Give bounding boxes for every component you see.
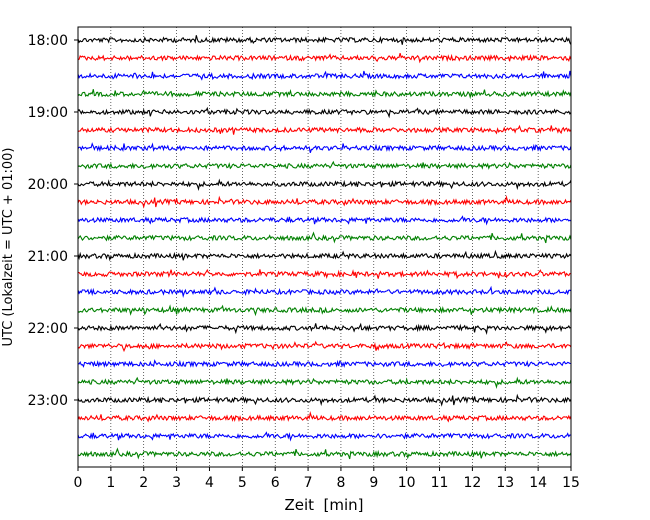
trace-line <box>77 124 572 135</box>
x-tick-label: 2 <box>139 475 148 491</box>
seismogram-traces <box>77 35 572 460</box>
x-tick-label: 3 <box>172 475 181 491</box>
trace-line <box>77 35 572 45</box>
plot-frame <box>77 26 572 468</box>
trace-line <box>77 160 572 171</box>
x-tick-label: 12 <box>463 475 481 491</box>
y-axis-ticks: 18:00 19:00 20:00 21:00 22:00 23:00 <box>28 33 78 409</box>
trace-line <box>77 52 572 64</box>
trace-line <box>77 447 572 460</box>
x-tick-label: 14 <box>529 475 547 491</box>
x-tick-label: 13 <box>496 475 514 491</box>
y-tick-label: 21:00 <box>28 249 68 265</box>
x-tick-label: 10 <box>398 475 416 491</box>
trace-line <box>77 322 572 335</box>
trace-line <box>77 215 572 226</box>
trace-line <box>77 249 572 262</box>
x-tick-label: 8 <box>336 475 345 491</box>
trace-line <box>77 142 572 153</box>
trace-line <box>77 359 571 369</box>
trace-line <box>77 376 572 389</box>
trace-line <box>77 431 572 442</box>
trace-line <box>77 393 572 407</box>
trace-line <box>77 231 572 244</box>
trace-line <box>77 411 572 423</box>
trace-line <box>77 285 572 299</box>
y-tick-label: 22:00 <box>28 321 68 337</box>
x-tick-label: 5 <box>238 475 247 491</box>
x-tick-label: 11 <box>431 475 449 491</box>
y-tick-label: 20:00 <box>28 177 68 193</box>
x-axis-ticks: 0 1 2 3 4 5 6 7 8 9 10 11 12 13 14 15 <box>74 467 580 491</box>
y-tick-label: 23:00 <box>28 393 68 409</box>
x-tick-label: 7 <box>304 475 313 491</box>
x-tick-label: 0 <box>74 475 83 491</box>
x-axis-label: Zeit [min] <box>284 496 363 514</box>
trace-line <box>77 89 572 100</box>
x-tick-label: 15 <box>562 475 580 491</box>
trace-line <box>77 178 572 191</box>
x-tick-label: 1 <box>106 475 115 491</box>
x-tick-label: 9 <box>369 475 378 491</box>
trace-line <box>77 340 572 353</box>
x-tick-label: 4 <box>205 475 214 491</box>
trace-line <box>77 70 572 81</box>
trace-line <box>77 106 572 119</box>
trace-line <box>77 304 572 317</box>
y-tick-label: 19:00 <box>28 105 68 121</box>
y-axis-label: UTC (Lokalzeit = UTC + 01:00) <box>1 148 16 347</box>
vertical-grid <box>110 27 539 467</box>
trace-line <box>78 268 572 280</box>
trace-line <box>77 195 572 209</box>
x-tick-label: 6 <box>271 475 280 491</box>
y-tick-label: 18:00 <box>28 33 68 49</box>
